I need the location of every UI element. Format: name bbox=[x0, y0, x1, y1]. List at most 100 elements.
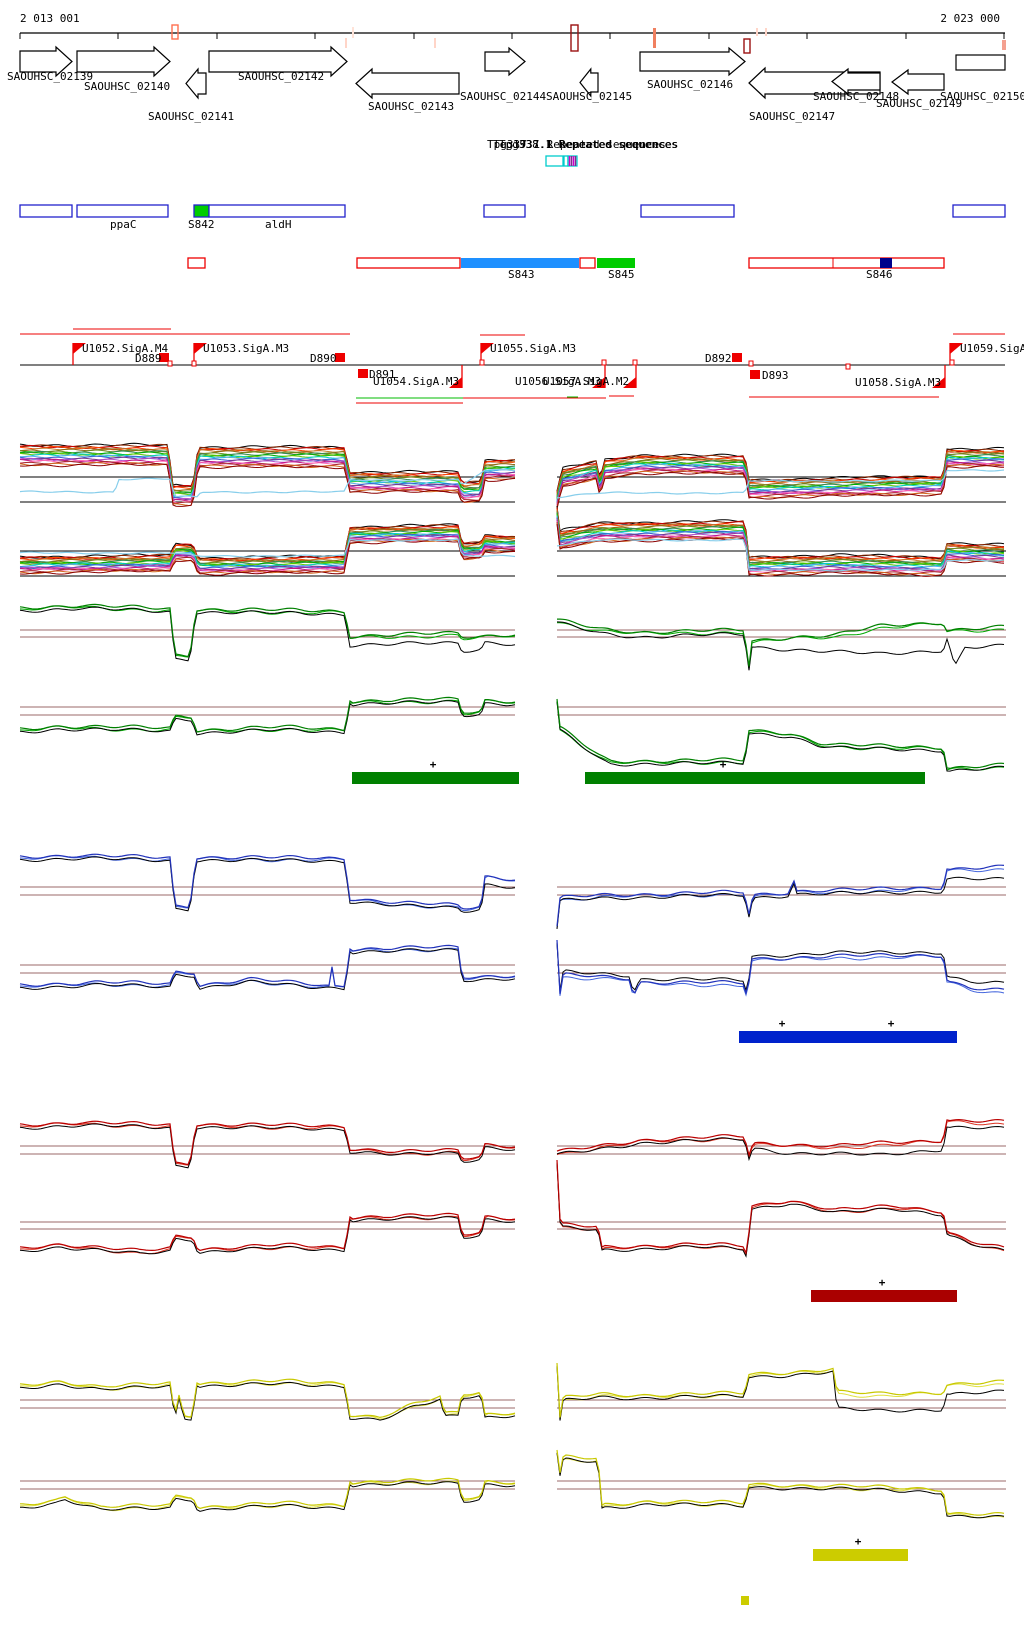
terminator-box[interactable] bbox=[335, 353, 345, 362]
condition-bar[interactable] bbox=[811, 1290, 957, 1302]
condition-bar[interactable] bbox=[741, 1596, 749, 1605]
gene-arrow[interactable] bbox=[639, 46, 746, 77]
operon-track: ppaC S842 aldH bbox=[19, 204, 1006, 231]
operon-box[interactable] bbox=[193, 204, 210, 218]
operon-box[interactable] bbox=[640, 204, 735, 218]
terminator-box[interactable] bbox=[732, 353, 742, 362]
signal-line bbox=[556, 522, 1005, 575]
signal-line bbox=[556, 939, 1005, 996]
gene-arrow[interactable] bbox=[355, 67, 460, 100]
ruler-mark[interactable] bbox=[345, 38, 347, 48]
signal-row-all-conditions-left-B bbox=[19, 523, 516, 577]
ruler-mark[interactable] bbox=[653, 28, 656, 48]
promoter-flag-up[interactable] bbox=[73, 343, 86, 354]
ruler-mark[interactable] bbox=[765, 28, 767, 36]
gene-label: SAOUHSC_02150 bbox=[940, 90, 1024, 103]
gene-arrow[interactable] bbox=[891, 68, 945, 96]
signal-line-black bbox=[556, 1365, 1005, 1421]
ruler-mark[interactable] bbox=[434, 38, 436, 48]
terminator-box[interactable] bbox=[750, 370, 760, 379]
signal-line bbox=[19, 1378, 516, 1419]
signal-line bbox=[556, 517, 1005, 571]
promoter-flag-up[interactable] bbox=[194, 343, 207, 354]
promoter-flag-up[interactable] bbox=[950, 343, 963, 354]
signal-line bbox=[556, 1159, 1005, 1255]
ruler-mark[interactable] bbox=[171, 24, 179, 40]
ruler-mark[interactable] bbox=[756, 28, 758, 36]
signal-row-yellow-left-B bbox=[19, 1477, 516, 1512]
plus-mark: + bbox=[888, 1017, 895, 1030]
terminator-label: D892 bbox=[705, 352, 732, 365]
gene-arrow[interactable] bbox=[484, 46, 526, 77]
signal-row-blue-left-B bbox=[19, 944, 516, 991]
gene-label: SAOUHSC_02149 bbox=[876, 97, 962, 110]
signal-line bbox=[19, 442, 516, 488]
ruler-mark[interactable] bbox=[1002, 40, 1006, 50]
gene-arrow[interactable] bbox=[19, 45, 73, 78]
signal-line bbox=[556, 462, 1005, 508]
signal-line bbox=[557, 618, 1005, 667]
srna-box[interactable] bbox=[579, 257, 596, 269]
promoter-flag-up[interactable] bbox=[481, 343, 494, 354]
operon-box[interactable] bbox=[208, 204, 346, 218]
repeat-box[interactable] bbox=[545, 155, 564, 167]
signal-line-black bbox=[556, 1125, 1005, 1162]
signal-line bbox=[556, 700, 1005, 771]
srna-box[interactable] bbox=[187, 257, 206, 269]
ruler-mark[interactable] bbox=[352, 27, 354, 38]
repeat-label: Teg1937.1 Repeated sequences bbox=[493, 138, 678, 151]
gene-arrow[interactable] bbox=[208, 45, 348, 78]
gene-box[interactable] bbox=[955, 54, 1006, 71]
gene-arrow[interactable] bbox=[76, 45, 171, 78]
signal-row-green-right-B bbox=[556, 698, 1006, 772]
signal-line-black bbox=[19, 1123, 516, 1169]
operon-box[interactable] bbox=[76, 204, 169, 218]
srna-track: S843 S845 S846 bbox=[187, 257, 945, 281]
gene-arrow[interactable] bbox=[831, 67, 881, 96]
promoter-label: U1053.SigA.M3 bbox=[203, 342, 289, 355]
terminator-label: D890 bbox=[310, 352, 337, 365]
condition-bar[interactable] bbox=[813, 1549, 908, 1561]
srna-box[interactable] bbox=[748, 257, 945, 269]
gene-label: SAOUHSC_02147 bbox=[749, 110, 835, 123]
tss-open-square bbox=[191, 360, 197, 367]
srna-box[interactable] bbox=[461, 258, 579, 268]
srna-box[interactable] bbox=[356, 257, 461, 269]
srna-box[interactable] bbox=[880, 258, 892, 268]
signal-row-all-conditions-right-A bbox=[556, 446, 1006, 510]
promoter-label: U1054.SigA.M3 bbox=[373, 375, 459, 388]
promoter-flag-down[interactable] bbox=[449, 377, 462, 388]
repeat-box[interactable] bbox=[567, 155, 578, 167]
gene-arrow[interactable] bbox=[579, 67, 599, 98]
signal-line bbox=[556, 941, 1005, 997]
signal-row-red-left-B bbox=[19, 1212, 516, 1255]
condition-bar[interactable] bbox=[352, 772, 519, 784]
gene-arrow[interactable] bbox=[185, 67, 207, 100]
tss-open-square bbox=[748, 360, 754, 367]
signal-row-green-left-B bbox=[19, 696, 516, 736]
promoter-label: U1057.SigA.M2 bbox=[543, 375, 629, 388]
promoter-terminator-track: U1052.SigA.M4 U1053.SigA.M3 U1055.SigA.M3 U… bbox=[20, 328, 1024, 404]
operon-box[interactable] bbox=[483, 204, 526, 218]
operon-box[interactable] bbox=[952, 204, 1006, 218]
signal-line-skyblue bbox=[19, 468, 516, 498]
signal-line bbox=[19, 1122, 516, 1166]
condition-bar[interactable] bbox=[585, 772, 925, 784]
srna-box[interactable] bbox=[597, 258, 635, 268]
gene-label: SAOUHSC_02144 bbox=[460, 90, 546, 103]
condition-bar[interactable] bbox=[739, 1031, 957, 1043]
signal-line-black bbox=[19, 948, 516, 991]
terminator-label: D893 bbox=[762, 369, 789, 382]
ruler-mark[interactable] bbox=[743, 38, 751, 54]
promoter-flag-down[interactable] bbox=[592, 377, 605, 388]
operon-box[interactable] bbox=[19, 204, 73, 218]
signal-line-black bbox=[19, 1481, 516, 1512]
promoter-flag-down[interactable] bbox=[932, 377, 945, 388]
terminator-box[interactable] bbox=[159, 353, 169, 362]
terminator-box[interactable] bbox=[358, 369, 368, 378]
signal-row-green-left-A bbox=[19, 603, 516, 662]
promoter-label: U1058.SigA.M3 bbox=[855, 376, 941, 389]
promoter-flag-down[interactable] bbox=[623, 377, 636, 388]
ruler-mark[interactable] bbox=[570, 24, 579, 52]
